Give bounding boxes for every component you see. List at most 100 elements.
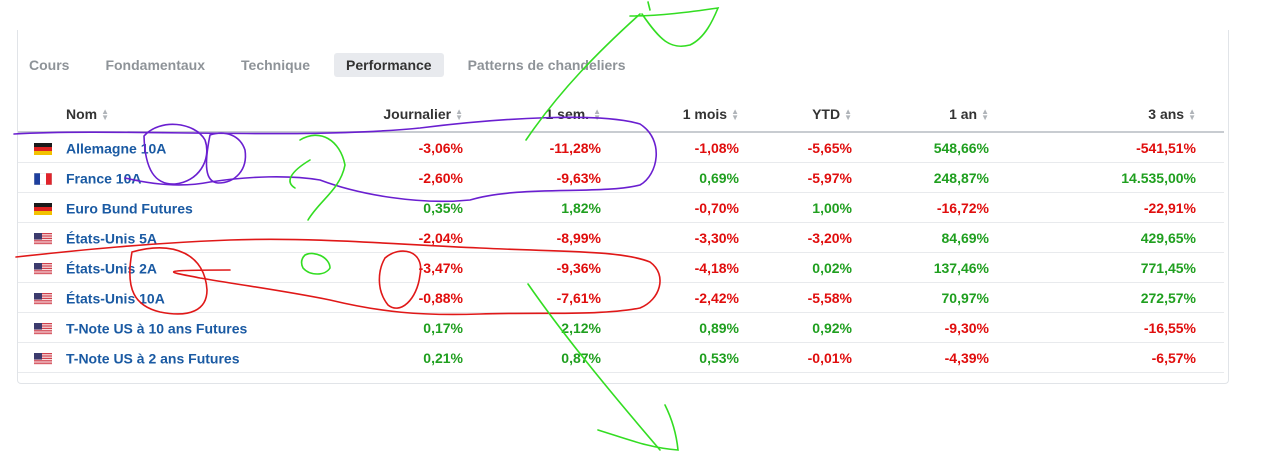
value-cell: -541,51% [1017, 132, 1224, 163]
flag-us-icon [34, 322, 52, 336]
flag-de-icon [34, 142, 52, 156]
sort-icon[interactable]: ▲ ▼ [1188, 106, 1196, 122]
value-cell: -11,28% [491, 132, 629, 163]
column-header-label: 1 sem. [545, 105, 590, 122]
tab-performance[interactable]: Performance [334, 52, 444, 77]
instrument-cell: T-Note US à 10 ans Futures [18, 312, 288, 343]
tab-patterns-de-chandeliers[interactable]: Patterns de chandeliers [467, 56, 626, 73]
value-cell: -5,58% [767, 282, 880, 313]
value-cell: -2,04% [288, 222, 491, 253]
value-cell: 0,87% [491, 342, 629, 373]
instrument-cell: T-Note US à 2 ans Futures [18, 342, 288, 373]
flag-us-icon [34, 352, 52, 366]
column-header-label: 1 mois [682, 105, 728, 122]
sort-icon[interactable]: ▲ ▼ [731, 106, 739, 122]
instrument-link[interactable]: Allemagne 10A [66, 140, 167, 157]
instrument-cell: États-Unis 2A [18, 252, 288, 283]
value-cell: 2,12% [491, 312, 629, 343]
value-cell: -0,70% [629, 192, 767, 223]
value-cell: -5,97% [767, 162, 880, 193]
instrument-link[interactable]: États-Unis 10A [66, 290, 165, 307]
sort-icon[interactable]: ▲ ▼ [455, 106, 463, 122]
sort-icon[interactable]: ▲ ▼ [981, 106, 989, 122]
value-cell: -0,01% [767, 342, 880, 373]
column-header-col2[interactable]: 1 sem. ▲ ▼ [491, 96, 629, 133]
value-cell: 1,82% [491, 192, 629, 223]
tab-fondamentaux[interactable]: Fondamentaux [105, 56, 206, 73]
value-cell: -16,72% [880, 192, 1017, 223]
value-cell: 0,21% [288, 342, 491, 373]
value-cell: 14.535,00% [1017, 162, 1224, 193]
column-header-col1[interactable]: Journalier ▲ ▼ [288, 96, 491, 133]
instrument-cell: États-Unis 5A [18, 222, 288, 253]
column-header-label: YTD [812, 105, 841, 122]
value-cell: 248,87% [880, 162, 1017, 193]
instrument-link[interactable]: États-Unis 5A [66, 230, 158, 247]
table-row[interactable]: États-Unis 10A -0,88% -7,61% -2,42% -5,58% 70… [18, 282, 1224, 313]
column-header-label: 3 ans [1148, 105, 1185, 122]
column-header-label: Journalier [383, 105, 452, 122]
table-row[interactable]: États-Unis 5A -2,04% -8,99% -3,30% -3,20% 84,… [18, 222, 1224, 253]
value-cell: -5,65% [767, 132, 880, 163]
value-cell: -9,63% [491, 162, 629, 193]
column-header-nom[interactable]: Nom ▲ ▼ [18, 96, 288, 133]
value-cell: -16,55% [1017, 312, 1224, 343]
column-header-label: Nom [66, 105, 98, 122]
table-row[interactable]: T-Note US à 10 ans Futures 0,17% 2,12% 0,89… [18, 312, 1224, 343]
sort-icon[interactable]: ▲ ▼ [593, 106, 601, 122]
flag-us-icon [34, 232, 52, 246]
flag-fr-icon [33, 172, 53, 186]
sort-icon[interactable]: ▲ ▼ [101, 106, 110, 122]
value-cell: -2,60% [288, 162, 491, 193]
instrument-cell: Allemagne 10A [18, 132, 288, 163]
instrument-link[interactable]: Euro Bund Futures [66, 200, 193, 217]
table-row[interactable]: Allemagne 10A -3,06% -11,28% -1,08% -5,65% 54… [18, 132, 1224, 163]
table-row[interactable]: Euro Bund Futures 0,35% 1,82% -0,70% 1,00% -1… [18, 192, 1224, 223]
value-cell: 771,45% [1017, 252, 1224, 283]
value-cell: -9,30% [880, 312, 1017, 343]
value-cell: -1,08% [629, 132, 767, 163]
value-cell: 0,02% [767, 252, 880, 283]
value-cell: 429,65% [1017, 222, 1224, 253]
tab-bar: Cours Fondamentaux Technique Performance… [17, 52, 650, 77]
instrument-link[interactable]: États-Unis 2A [66, 260, 158, 277]
value-cell: -8,99% [491, 222, 629, 253]
value-cell: -3,20% [767, 222, 880, 253]
instrument-cell: Euro Bund Futures [18, 192, 288, 223]
performance-table: Nom ▲ ▼ Journalier ▲ ▼ 1 sem. ▲ ▼ 1 mois ▲ ▼ YTD ▲ ▼ 1 … [18, 96, 1224, 373]
sort-icon[interactable]: ▲ ▼ [844, 106, 852, 122]
instrument-link[interactable]: T-Note US à 2 ans Futures [66, 350, 240, 367]
value-cell: 0,92% [767, 312, 880, 343]
instrument-link[interactable]: France 10A [66, 170, 142, 187]
value-cell: 548,66% [880, 132, 1017, 163]
table-row[interactable]: France 10A -2,60% -9,63% 0,69% -5,97% 248,87%… [18, 162, 1224, 193]
value-cell: 137,46% [880, 252, 1017, 283]
value-cell: -3,30% [629, 222, 767, 253]
value-cell: -9,36% [491, 252, 629, 283]
column-header-col6[interactable]: 3 ans ▲ ▼ [1017, 96, 1224, 133]
column-header-col3[interactable]: 1 mois ▲ ▼ [629, 96, 767, 133]
value-cell: 272,57% [1017, 282, 1224, 313]
column-header-col4[interactable]: YTD ▲ ▼ [767, 96, 880, 133]
table-row[interactable]: T-Note US à 2 ans Futures 0,21% 0,87% 0,53%… [18, 342, 1224, 373]
value-cell: 1,00% [767, 192, 880, 223]
table-header-row: Nom ▲ ▼ Journalier ▲ ▼ 1 sem. ▲ ▼ 1 mois ▲ ▼ YTD ▲ ▼ 1 … [18, 96, 1224, 133]
value-cell: 84,69% [880, 222, 1017, 253]
instrument-link[interactable]: T-Note US à 10 ans Futures [66, 320, 248, 337]
value-cell: -0,88% [288, 282, 491, 313]
instrument-cell: France 10A [18, 162, 288, 193]
value-cell: -2,42% [629, 282, 767, 313]
flag-de-icon [34, 202, 52, 216]
value-cell: -22,91% [1017, 192, 1224, 223]
tab-technique[interactable]: Technique [241, 56, 310, 73]
flag-us-icon [34, 292, 52, 306]
value-cell: 0,35% [288, 192, 491, 223]
table-row[interactable]: États-Unis 2A -3,47% -9,36% -4,18% 0,02% 137,… [18, 252, 1224, 283]
table-body: Allemagne 10A -3,06% -11,28% -1,08% -5,65% 54… [18, 132, 1224, 373]
tab-cours[interactable]: Cours [29, 56, 70, 73]
value-cell: 0,17% [288, 312, 491, 343]
value-cell: -4,39% [880, 342, 1017, 373]
value-cell: -7,61% [491, 282, 629, 313]
value-cell: -4,18% [629, 252, 767, 283]
column-header-col5[interactable]: 1 an ▲ ▼ [880, 96, 1017, 133]
